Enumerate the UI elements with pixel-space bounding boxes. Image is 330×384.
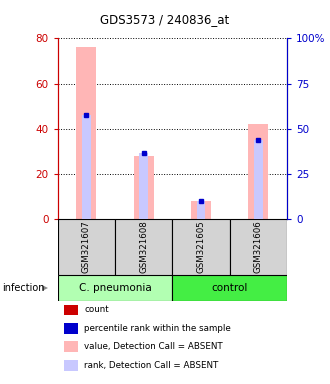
Text: C. pneumonia: C. pneumonia [79, 283, 151, 293]
Text: GSM321608: GSM321608 [139, 220, 148, 273]
Bar [173, 219, 230, 275]
Text: GDS3573 / 240836_at: GDS3573 / 240836_at [100, 13, 230, 26]
Text: GSM321605: GSM321605 [197, 220, 206, 273]
Bar [134, 156, 154, 219]
Text: count: count [84, 305, 109, 314]
Text: percentile rank within the sample: percentile rank within the sample [84, 324, 231, 333]
Bar [254, 140, 263, 219]
Bar [230, 219, 287, 275]
Bar [82, 115, 91, 219]
Text: GSM321607: GSM321607 [82, 220, 91, 273]
Bar [140, 154, 148, 219]
Text: value, Detection Call = ABSENT: value, Detection Call = ABSENT [84, 342, 223, 351]
Bar [115, 219, 173, 275]
Text: GSM321606: GSM321606 [254, 220, 263, 273]
Bar [58, 219, 115, 275]
Text: infection: infection [2, 283, 44, 293]
Text: rank, Detection Call = ABSENT: rank, Detection Call = ABSENT [84, 361, 218, 370]
Bar [173, 275, 287, 301]
Bar [58, 275, 173, 301]
Bar [197, 201, 205, 219]
Text: control: control [212, 283, 248, 293]
Bar [248, 124, 269, 219]
Bar [76, 47, 96, 219]
Bar [191, 201, 211, 219]
